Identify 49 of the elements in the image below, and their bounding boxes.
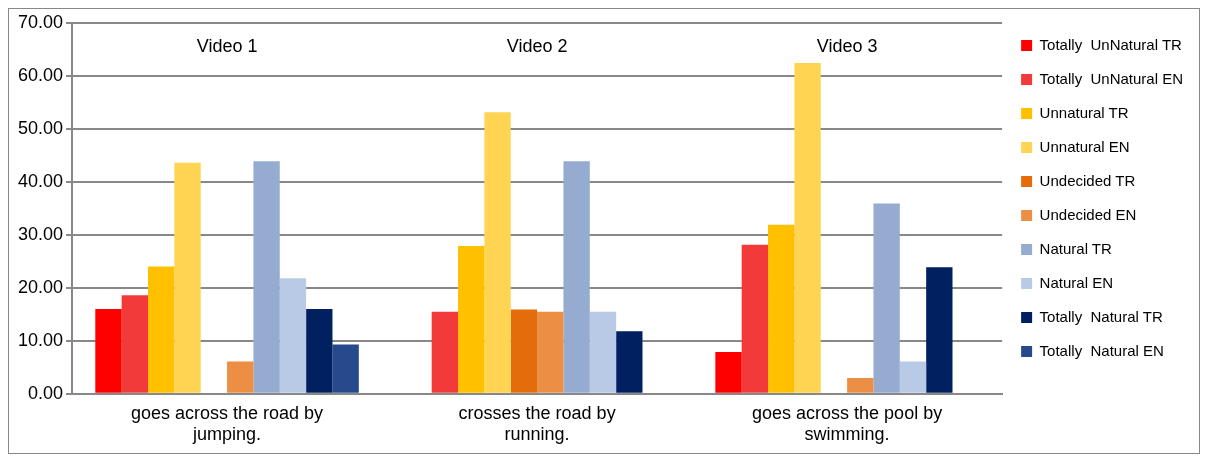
legend-label: Undecided TR (1039, 171, 1136, 189)
bar (95, 309, 122, 393)
bar (148, 266, 175, 393)
y-tick-label: 0.00 (28, 382, 64, 403)
bar (458, 245, 485, 393)
annotation: Video 1 (196, 35, 258, 56)
legend-label: Unnatural EN (1039, 137, 1130, 155)
bar (794, 63, 821, 393)
bar (899, 361, 927, 393)
bar (768, 224, 795, 393)
bar (279, 278, 307, 393)
legend-label: Totally UnNatural TR (1039, 35, 1183, 53)
x-tick-label: crosses the road by running. (458, 402, 616, 445)
y-tick-label: 40.00 (18, 170, 64, 191)
bar (563, 161, 590, 393)
bar (253, 161, 280, 393)
legend-label: Totally Natural EN (1039, 341, 1164, 359)
annotation: Video 3 (816, 35, 878, 56)
bar (537, 311, 564, 393)
bar (715, 351, 742, 393)
bar (616, 331, 643, 393)
bar (174, 162, 201, 393)
bar (510, 309, 538, 393)
y-tick-label: 10.00 (18, 329, 64, 350)
legend-label: Unnatural TR (1039, 103, 1129, 121)
y-tick-label: 50.00 (18, 117, 64, 138)
bar (431, 311, 459, 393)
bar (484, 112, 511, 393)
bar (306, 309, 333, 393)
y-tick-label: 60.00 (18, 64, 64, 85)
legend-label: Undecided EN (1039, 205, 1137, 223)
bar (873, 203, 900, 393)
bar (332, 344, 359, 393)
x-tick-label: goes across the road by jumping. (130, 402, 324, 445)
legend-label: Totally UnNatural EN (1039, 69, 1183, 87)
bar (121, 295, 148, 393)
legend-label: Natural TR (1039, 239, 1113, 257)
y-tick-label: 20.00 (18, 276, 64, 297)
bar (741, 244, 769, 393)
legend-label: Totally Natural TR (1039, 307, 1163, 325)
y-tick-label: 30.00 (18, 223, 64, 244)
bar (589, 311, 617, 393)
x-tick-label: goes across the pool by swimming. (752, 402, 943, 445)
bar (847, 377, 874, 393)
y-tick-label: 70.00 (18, 11, 64, 32)
legend-label: Natural EN (1039, 273, 1113, 291)
bar (926, 267, 953, 393)
annotation: Video 2 (506, 35, 568, 56)
bar (227, 361, 254, 393)
